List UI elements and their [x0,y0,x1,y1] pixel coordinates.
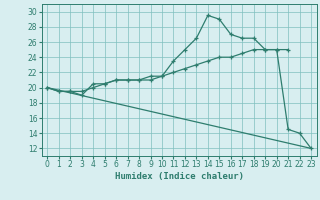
X-axis label: Humidex (Indice chaleur): Humidex (Indice chaleur) [115,172,244,181]
